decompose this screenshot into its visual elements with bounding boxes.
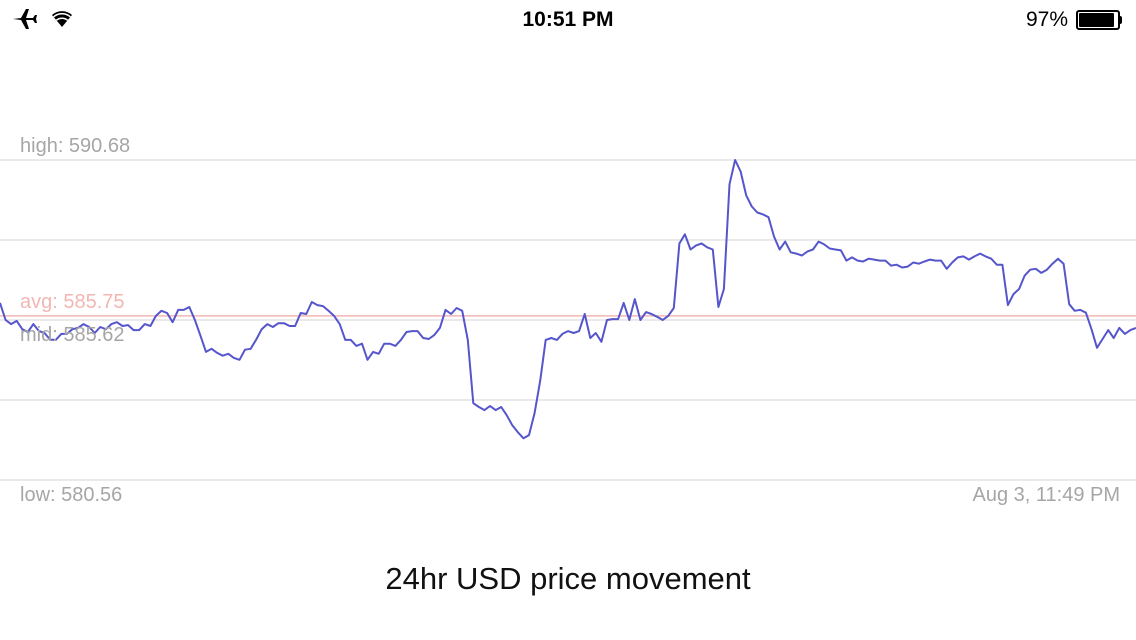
mid-label: mid: 585.62 xyxy=(20,324,125,346)
avg-label: avg: 585.75 xyxy=(20,291,125,313)
price-series-line xyxy=(0,159,1136,440)
battery-icon xyxy=(1076,10,1122,30)
status-bar: 10:51 PM 97% xyxy=(0,0,1136,40)
price-chart-svg xyxy=(0,159,1136,481)
status-right: 97% xyxy=(1026,8,1122,32)
chart-caption: 24hr USD price movement xyxy=(385,561,751,596)
status-left xyxy=(12,8,74,30)
airplane-icon xyxy=(13,9,37,29)
battery-percent: 97% xyxy=(1025,8,1068,31)
status-time: 10:51 PM xyxy=(522,8,614,31)
wifi-icon xyxy=(52,11,72,27)
high-label: high: 590.68 xyxy=(20,135,131,157)
price-chart: high: 590.68 avg: 585.75 mid: 585.62 low… xyxy=(0,120,1136,520)
date-label: Aug 3, 11:49 PM xyxy=(972,484,1121,506)
low-label: low: 580.56 xyxy=(20,484,123,506)
